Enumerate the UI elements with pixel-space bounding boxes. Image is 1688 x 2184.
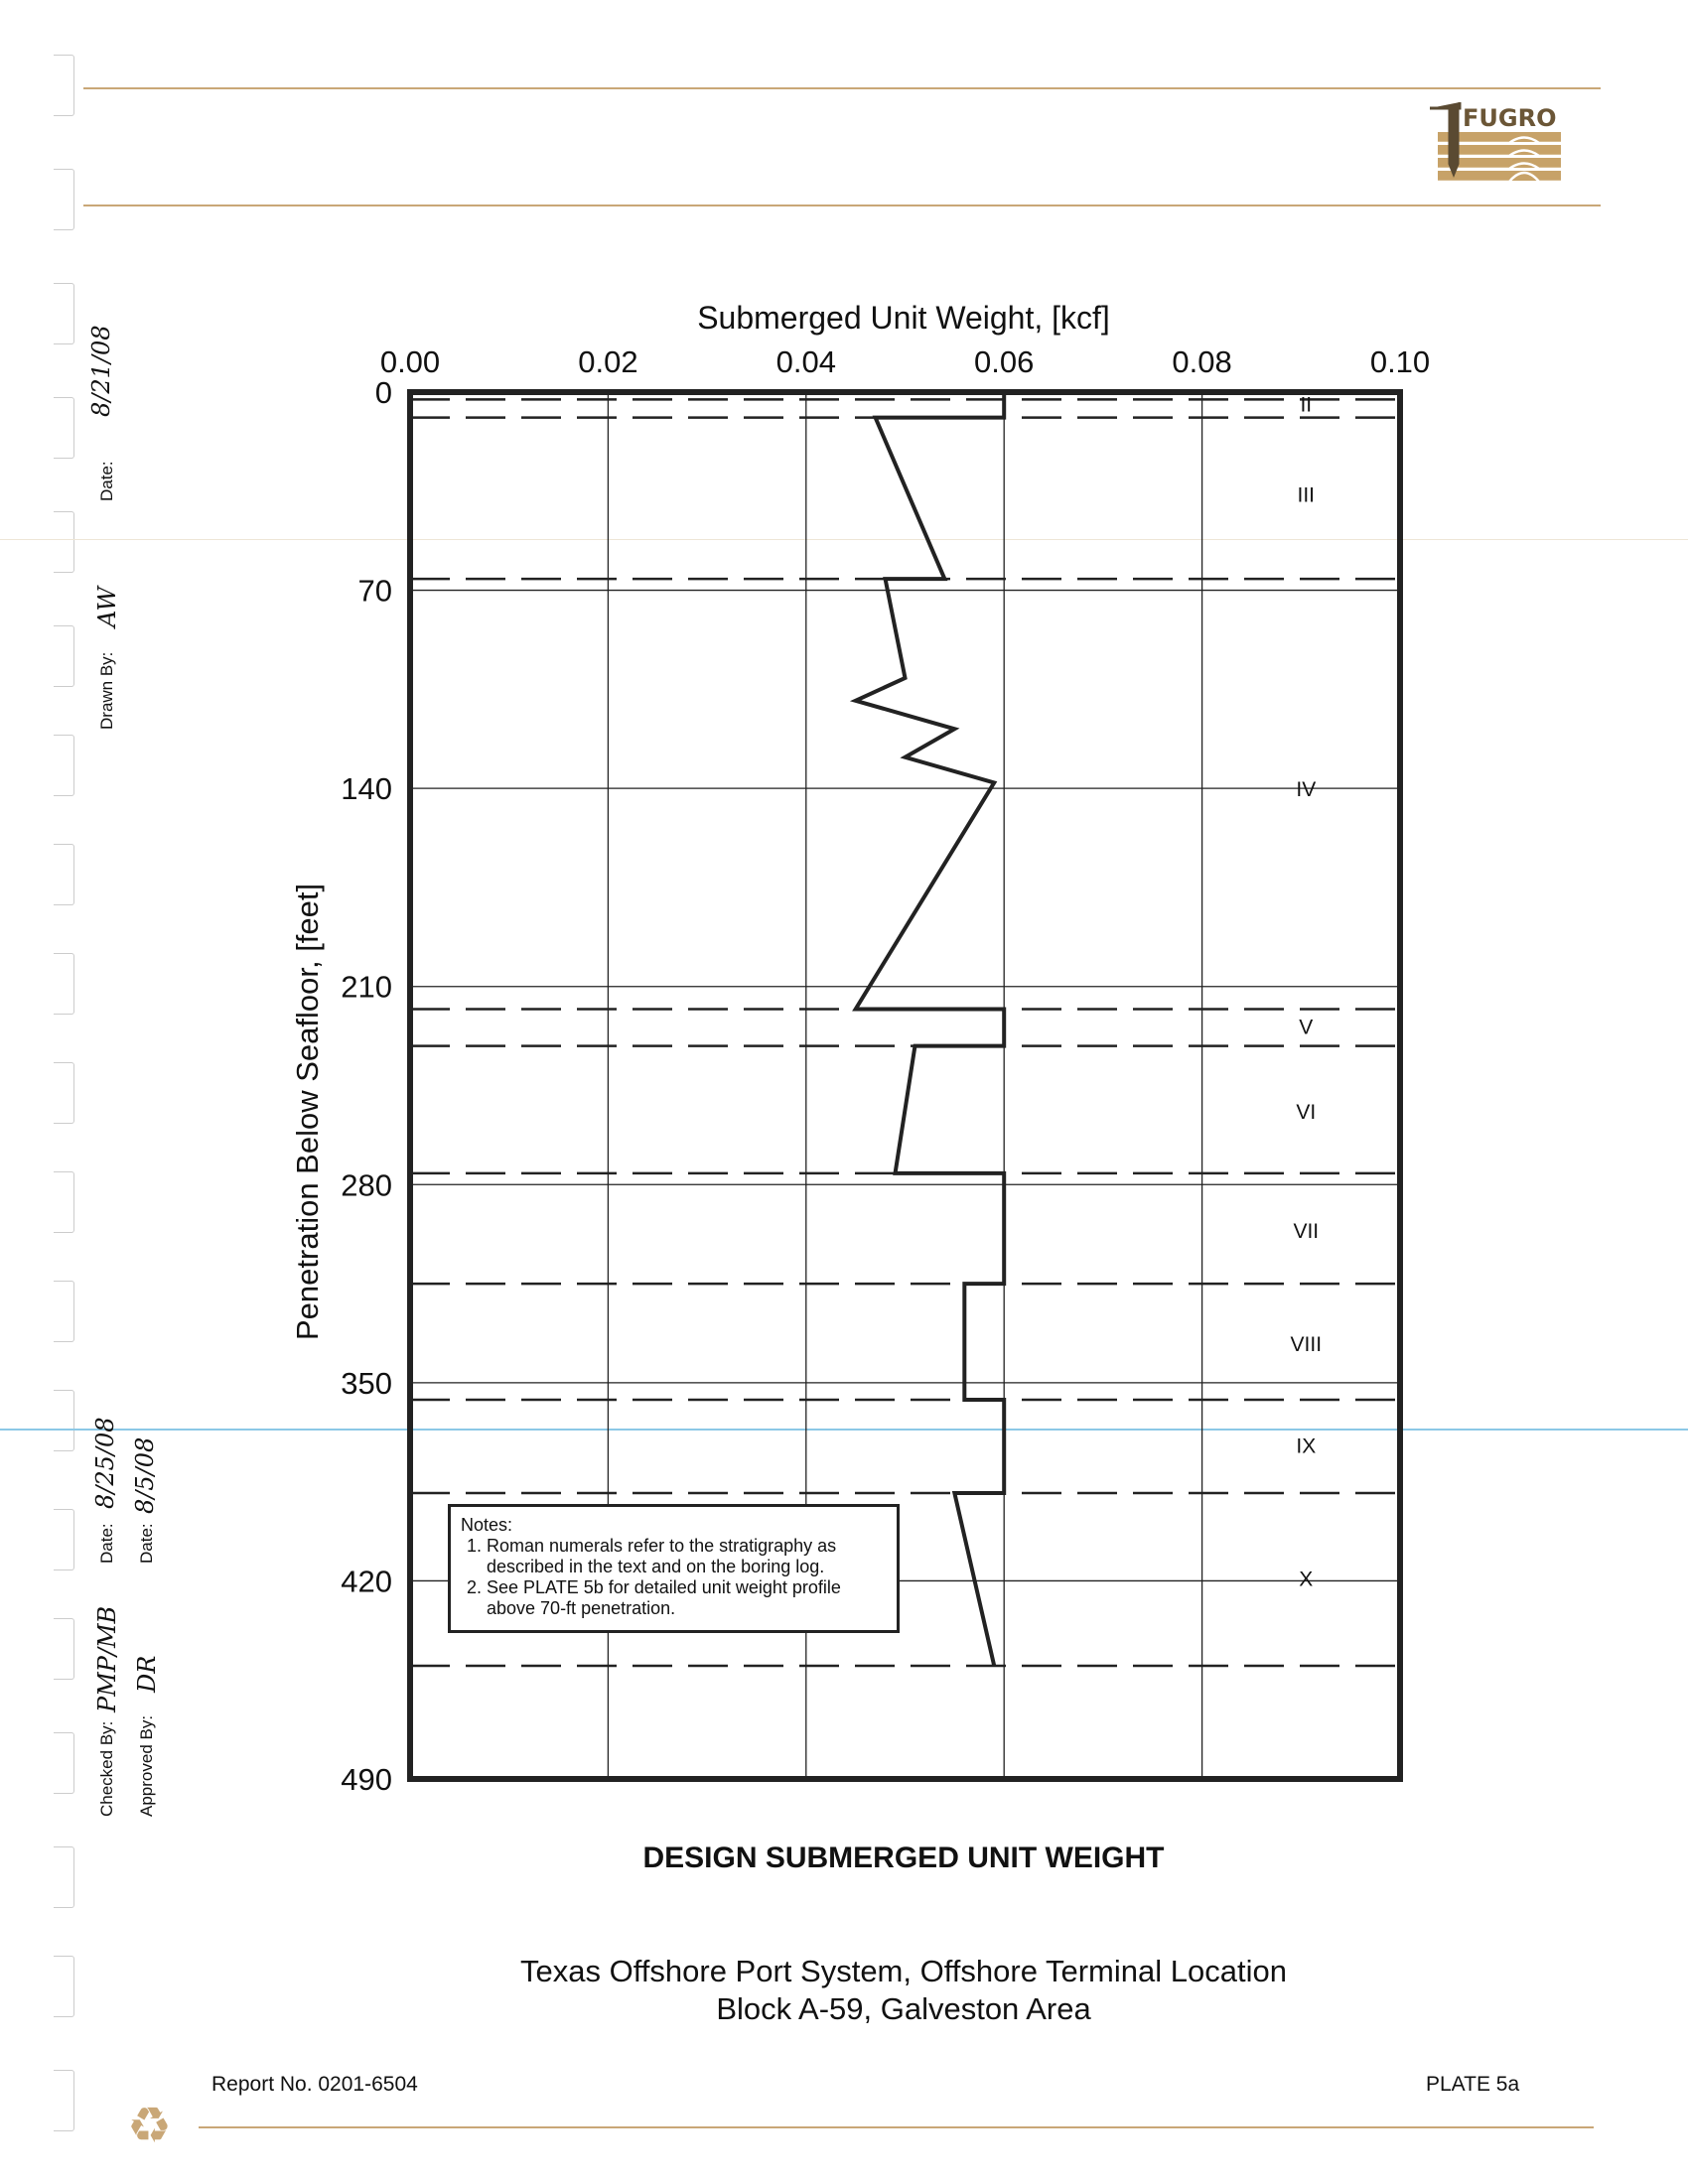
binder-hole <box>54 625 74 687</box>
project-location-line2: Block A-59, Galveston Area <box>716 1991 1091 2026</box>
footer-rule <box>199 2126 1594 2128</box>
layer-label: II <box>1300 393 1312 416</box>
binder-hole <box>54 844 74 905</box>
logo-text: FUGRO <box>1463 104 1556 132</box>
unit-weight-profile <box>849 390 1007 1667</box>
y-tick-label: 140 <box>341 771 392 806</box>
header-rule-top <box>83 87 1601 89</box>
binder-hole <box>54 169 74 230</box>
notes-box: Notes: Roman numerals refer to the strat… <box>448 1504 900 1633</box>
y-tick-label: 350 <box>341 1366 392 1401</box>
x-tick-label: 0.06 <box>974 344 1034 379</box>
layer-label: VI <box>1296 1101 1316 1124</box>
y-tick-label: 210 <box>341 970 392 1005</box>
y-tick-label: 0 <box>375 375 392 410</box>
fugro-logo: FUGRO <box>1430 94 1569 194</box>
binder-hole <box>54 1618 74 1680</box>
layer-label: IX <box>1296 1435 1316 1458</box>
x-tick-label: 0.02 <box>578 344 637 379</box>
plot-frame <box>407 389 1403 1782</box>
recycle-icon: ♻ <box>127 2098 172 2153</box>
binder-hole <box>54 511 74 573</box>
binder-hole <box>54 1390 74 1451</box>
binder-hole <box>54 1281 74 1342</box>
x-tick-label: 0.08 <box>1172 344 1231 379</box>
layer-label: VIII <box>1291 1333 1323 1356</box>
notes-heading: Notes: <box>461 1515 513 1535</box>
plate-caption: DESIGN SUBMERGED UNIT WEIGHT <box>642 1842 1165 1874</box>
binder-hole <box>54 397 74 459</box>
binder-hole <box>54 1732 74 1794</box>
binder-hole <box>54 2070 74 2131</box>
scan-line <box>0 539 1688 540</box>
scan-line <box>0 1429 1688 1431</box>
y-tick-label: 420 <box>341 1564 392 1598</box>
header-rule-bottom <box>83 205 1601 206</box>
binder-hole <box>54 1062 74 1124</box>
layer-label: IV <box>1296 778 1316 801</box>
layer-label: V <box>1299 1017 1313 1039</box>
x-tick-label: 0.04 <box>776 344 836 379</box>
binder-hole <box>54 1171 74 1233</box>
y-tick-label: 280 <box>341 1167 392 1202</box>
binder-hole <box>54 1956 74 2017</box>
note-item: Roman numerals refer to the stratigraphy… <box>487 1536 887 1577</box>
layer-label: X <box>1299 1569 1313 1591</box>
binder-hole <box>54 1509 74 1570</box>
report-number: Report No. 0201-6504 <box>211 2073 418 2096</box>
x-tick-label: 0.00 <box>380 344 440 379</box>
plate-number: PLATE 5a <box>1426 2073 1520 2096</box>
y-tick-label: 70 <box>358 574 392 609</box>
binder-hole <box>54 283 74 344</box>
y-tick-label: 490 <box>341 1762 392 1797</box>
x-axis-title: Submerged Unit Weight, [kcf] <box>697 300 1110 336</box>
layer-label: III <box>1298 484 1316 507</box>
note-item: See PLATE 5b for detailed unit weight pr… <box>487 1577 887 1619</box>
project-location-line1: Texas Offshore Port System, Offshore Ter… <box>520 1954 1287 1988</box>
binder-hole <box>54 1846 74 1908</box>
binder-hole <box>54 55 74 116</box>
binder-hole <box>54 953 74 1015</box>
binder-hole <box>54 735 74 796</box>
x-tick-label: 0.10 <box>1370 344 1430 379</box>
layer-label: VII <box>1293 1220 1319 1243</box>
